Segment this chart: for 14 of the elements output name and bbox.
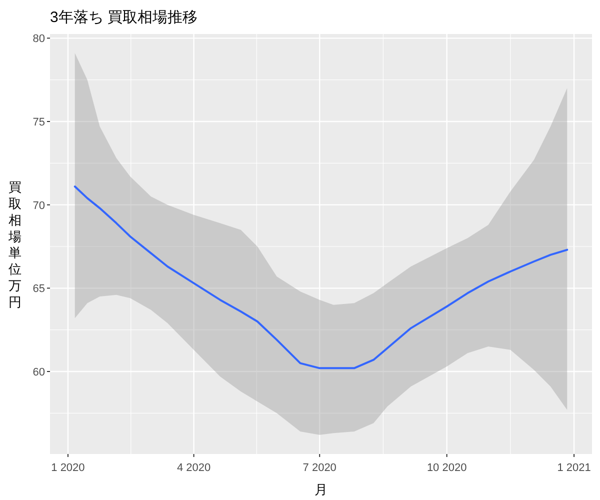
- x-tick-label: 4 2020: [176, 462, 211, 474]
- x-tick-label: 1 2020: [51, 462, 85, 474]
- x-tick-label: 7 2020: [302, 462, 336, 474]
- y-tick-label: 70: [32, 200, 45, 212]
- y-axis-title: 買取相場単位万円: [8, 180, 22, 310]
- x-tick-label: 10 2020: [426, 462, 467, 474]
- x-tick-label: 1 2021: [557, 462, 591, 474]
- line-series: [74, 186, 568, 370]
- y-tick-label: 75: [32, 116, 45, 128]
- chart-title: 3年落ち 買取相場推移: [50, 9, 198, 26]
- y-tick-label: 65: [32, 283, 45, 296]
- y-tick-label: 60: [32, 366, 45, 378]
- y-tick-label: 80: [32, 33, 45, 46]
- x-axis-title: 月: [314, 482, 328, 497]
